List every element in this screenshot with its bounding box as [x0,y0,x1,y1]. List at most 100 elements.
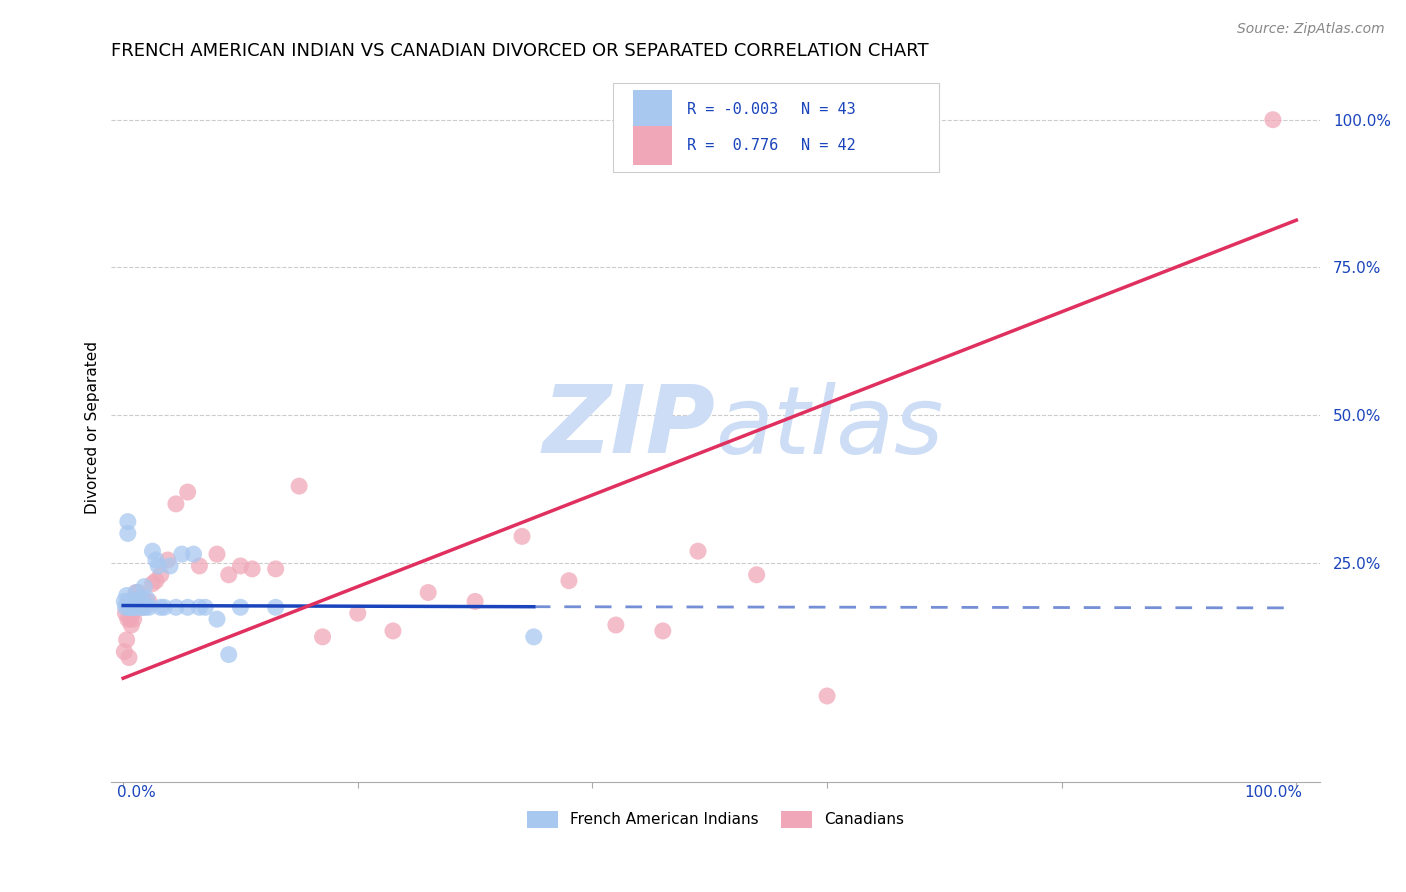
Point [129,594,152,608]
Text: 0.0%: 0.0% [117,785,156,799]
Point [510,529,533,543]
Point [121,598,143,612]
Point [122,600,145,615]
Point [117,515,139,529]
FancyBboxPatch shape [613,83,939,172]
Text: 100.0%: 100.0% [1244,785,1302,799]
Point [194,600,217,615]
Point [120,612,142,626]
Point [134,594,156,608]
Text: ZIP: ZIP [543,381,716,473]
Point [120,600,142,615]
Text: R = -0.003: R = -0.003 [686,102,778,117]
Text: R =  0.776: R = 0.776 [686,138,778,153]
Point [134,580,156,594]
Point [118,650,141,665]
Point [651,624,673,638]
Point [125,585,148,599]
Point [122,612,145,626]
Point [127,585,149,599]
Y-axis label: Divorced or Separated: Divorced or Separated [86,341,100,514]
Point [141,576,163,591]
Point [264,562,287,576]
Point [418,585,440,599]
Text: atlas: atlas [716,382,943,473]
Point [118,600,141,615]
Point [124,600,146,615]
Legend: French American Indians, Canadians: French American Indians, Canadians [522,805,910,834]
Point [138,594,160,608]
Point [165,497,187,511]
Point [134,600,156,615]
Point [148,558,170,573]
Point [121,606,143,620]
Point [115,589,138,603]
Point [114,600,136,615]
Point [112,594,135,608]
Point [558,574,581,588]
Point [240,562,263,576]
Text: Source: ZipAtlas.com: Source: ZipAtlas.com [1237,22,1385,37]
Point [229,600,252,615]
Point [138,600,160,615]
Point [120,618,142,632]
FancyBboxPatch shape [634,90,672,129]
Point [125,585,148,599]
Point [523,630,546,644]
Point [188,600,211,615]
FancyBboxPatch shape [634,126,672,165]
Point [188,558,211,573]
Point [128,600,150,615]
Point [121,594,143,608]
Point [141,544,163,558]
Point [183,547,205,561]
Point [218,648,240,662]
Point [149,567,172,582]
Point [815,689,838,703]
Point [117,526,139,541]
Point [132,600,155,615]
Point [745,567,768,582]
Point [288,479,311,493]
Point [264,600,287,615]
Point [1261,112,1284,127]
Point [131,600,153,615]
Point [686,544,709,558]
Text: N = 43: N = 43 [801,102,856,117]
Point [159,558,181,573]
Point [112,645,135,659]
Point [464,594,486,608]
Point [156,553,179,567]
Point [124,594,146,608]
Point [145,574,167,588]
Point [205,547,228,561]
Point [165,600,187,615]
Point [114,606,136,620]
Point [229,558,252,573]
Point [127,594,149,608]
Point [117,612,139,626]
Point [129,591,152,606]
Point [120,600,142,615]
Point [149,600,172,615]
Point [176,485,198,500]
Point [218,567,240,582]
Point [124,600,146,615]
Point [115,632,138,647]
Point [176,600,198,615]
Point [153,600,176,615]
Point [118,594,141,608]
Point [170,547,193,561]
Point [346,606,368,620]
Point [205,612,228,626]
Text: FRENCH AMERICAN INDIAN VS CANADIAN DIVORCED OR SEPARATED CORRELATION CHART: FRENCH AMERICAN INDIAN VS CANADIAN DIVOR… [111,42,929,60]
Point [120,594,142,608]
Point [127,598,149,612]
Point [135,591,157,606]
Point [115,598,138,612]
Point [145,553,167,567]
Point [382,624,405,638]
Text: N = 42: N = 42 [801,138,856,153]
Point [311,630,333,644]
Point [605,618,627,632]
